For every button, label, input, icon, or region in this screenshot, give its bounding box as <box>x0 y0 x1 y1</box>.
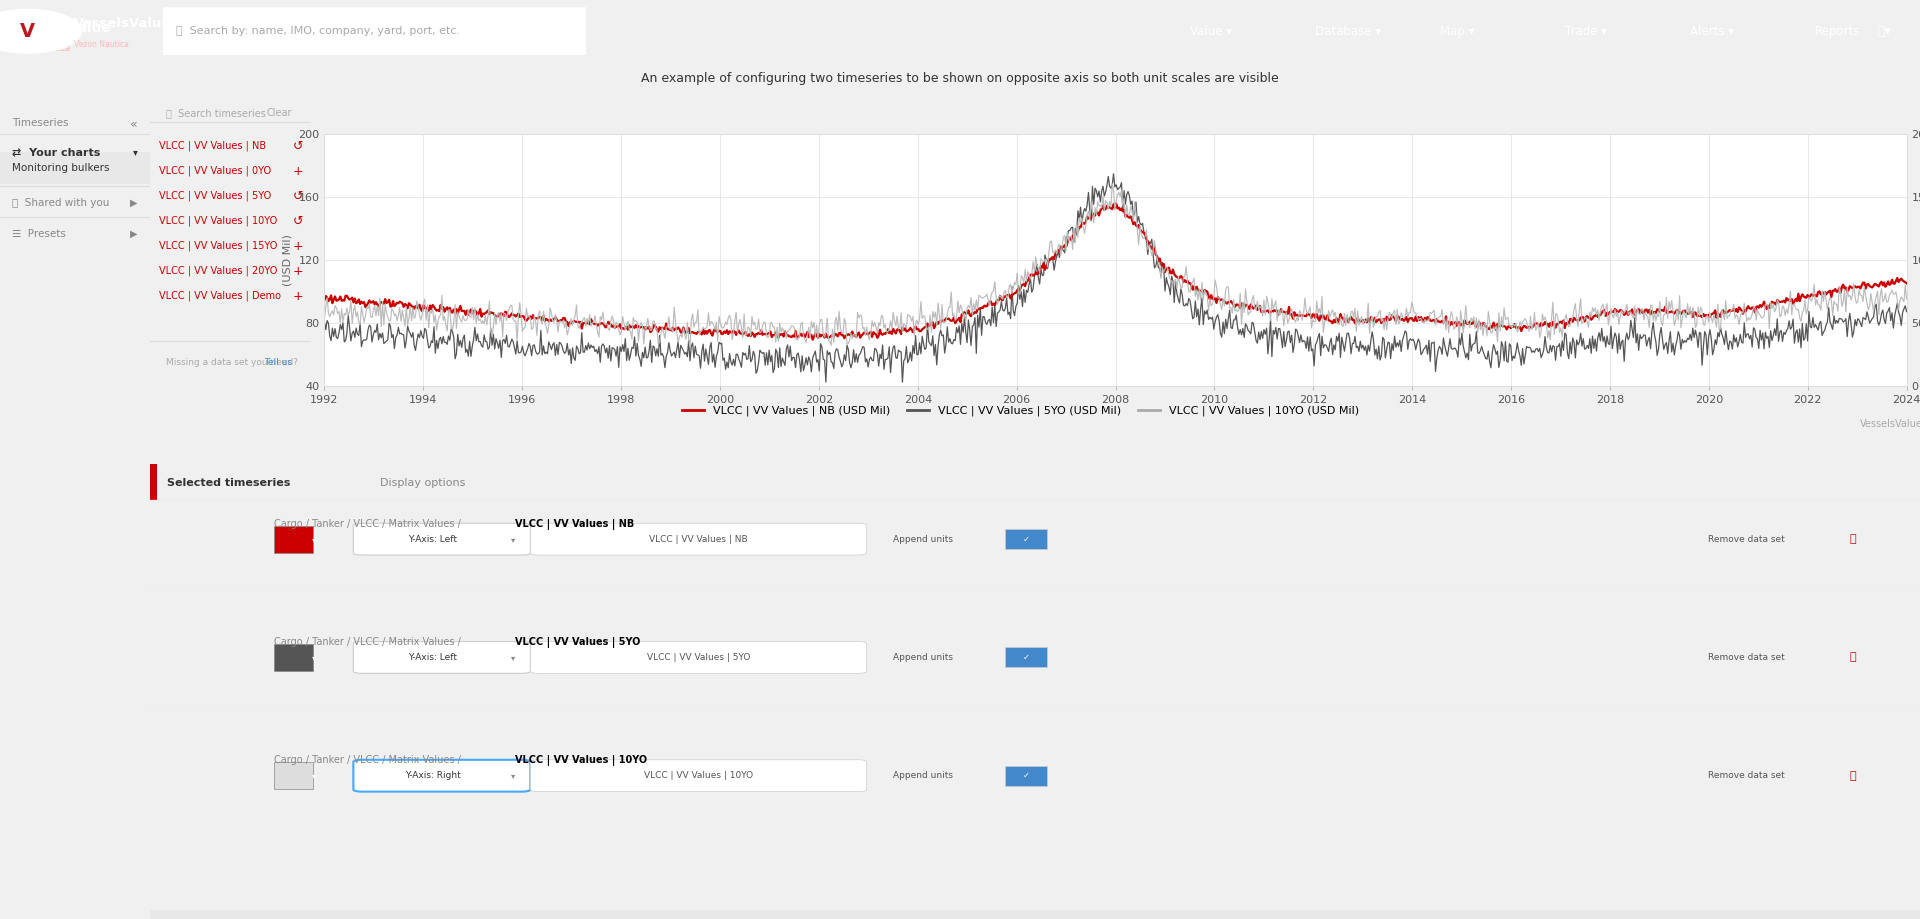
Text: VLCC | VV Values | 10YO: VLCC | VV Values | 10YO <box>643 771 753 780</box>
FancyBboxPatch shape <box>1004 647 1046 667</box>
Text: Clear: Clear <box>267 108 292 119</box>
FancyBboxPatch shape <box>353 641 530 674</box>
Text: +: + <box>292 290 303 303</box>
Text: Y-Axis: Right: Y-Axis: Right <box>405 771 461 780</box>
Text: Timeseries: Timeseries <box>12 118 69 128</box>
Text: 🗑: 🗑 <box>1849 771 1857 781</box>
Text: VesselsValue: VesselsValue <box>1859 419 1920 429</box>
Text: ⇄  Your charts: ⇄ Your charts <box>12 147 100 157</box>
Text: 🔍  Search by: name, IMO, company, yard, port, etc.: 🔍 Search by: name, IMO, company, yard, p… <box>177 27 461 36</box>
FancyBboxPatch shape <box>353 523 530 555</box>
FancyBboxPatch shape <box>530 523 866 555</box>
Text: ▾: ▾ <box>511 771 515 780</box>
Text: Y-Axis: Left: Y-Axis: Left <box>409 535 457 544</box>
Text: VesselsValue: VesselsValue <box>73 17 171 30</box>
Text: VLCC | VV Values | 0YO: VLCC | VV Values | 0YO <box>159 165 271 176</box>
Circle shape <box>0 9 81 53</box>
Text: Cargo / Tanker / VLCC / Matrix Values /: Cargo / Tanker / VLCC / Matrix Values / <box>275 637 463 647</box>
Text: ▾: ▾ <box>313 652 317 662</box>
Bar <box>150 910 1920 919</box>
Legend: VLCC | VV Values | NB (USD Mil), VLCC | VV Values | 5YO (USD Mil), VLCC | VV Val: VLCC | VV Values | NB (USD Mil), VLCC | … <box>678 402 1363 421</box>
Text: Trade ▾: Trade ▾ <box>1565 25 1607 38</box>
Text: Remove data set: Remove data set <box>1707 652 1784 662</box>
Text: «: « <box>131 118 138 130</box>
Text: Cargo / Tanker / VLCC / Matrix Values /: Cargo / Tanker / VLCC / Matrix Values / <box>275 518 463 528</box>
Text: Cargo / Tanker / VLCC / Matrix Values /: Cargo / Tanker / VLCC / Matrix Values / <box>275 755 463 766</box>
Text: Map ▾: Map ▾ <box>1440 25 1475 38</box>
Text: VLCC | VV Values | NB: VLCC | VV Values | NB <box>649 535 749 544</box>
Bar <box>275 644 313 671</box>
Text: +: + <box>292 165 303 178</box>
Text: Remove data set: Remove data set <box>1707 535 1784 544</box>
Text: Append units: Append units <box>893 771 952 780</box>
Text: Y-Axis: Left: Y-Axis: Left <box>409 652 457 662</box>
FancyBboxPatch shape <box>156 6 593 56</box>
FancyBboxPatch shape <box>1004 529 1046 550</box>
Text: ✓: ✓ <box>1023 535 1029 544</box>
Text: Selected timeseries: Selected timeseries <box>167 478 290 488</box>
Text: VLCC | VV Values | 5YO: VLCC | VV Values | 5YO <box>647 652 751 662</box>
Text: An example of configuring two timeseries to be shown on opposite axis so both un: An example of configuring two timeseries… <box>641 72 1279 85</box>
Text: VLCC | VV Values | NB: VLCC | VV Values | NB <box>159 141 267 151</box>
Text: Value ▾: Value ▾ <box>1190 25 1233 38</box>
Text: VLCC | VV Values | 10YO: VLCC | VV Values | 10YO <box>515 755 647 766</box>
Text: ↺: ↺ <box>292 190 303 203</box>
Text: VLCC | VV Values | Demo: VLCC | VV Values | Demo <box>159 290 282 301</box>
Text: +: + <box>292 266 303 278</box>
Text: Alerts ▾: Alerts ▾ <box>1690 25 1734 38</box>
Text: 🗑: 🗑 <box>1849 534 1857 544</box>
Text: VLCC | VV Values | 10YO: VLCC | VV Values | 10YO <box>159 215 278 226</box>
Bar <box>150 464 157 501</box>
Text: VLCC | VV Values | NB: VLCC | VV Values | NB <box>515 518 636 529</box>
Text: V: V <box>19 22 35 40</box>
Text: VLCC | VV Values | 5YO: VLCC | VV Values | 5YO <box>515 637 641 648</box>
Text: 🗑: 🗑 <box>1849 652 1857 663</box>
Text: ▶: ▶ <box>131 229 138 239</box>
Text: ▾: ▾ <box>511 535 515 544</box>
Text: 👤▾: 👤▾ <box>1878 25 1891 38</box>
Text: VesselsValue: VesselsValue <box>10 21 111 35</box>
Text: VLCC | VV Values | 5YO: VLCC | VV Values | 5YO <box>159 190 273 201</box>
Text: +: + <box>292 241 303 254</box>
Text: Monitoring bulkers: Monitoring bulkers <box>12 164 109 173</box>
Text: ✓: ✓ <box>1023 771 1029 780</box>
Text: ↺: ↺ <box>292 215 303 229</box>
Bar <box>275 526 313 553</box>
Text: Database ▾: Database ▾ <box>1315 25 1380 38</box>
Text: 🔍  Search timeseries: 🔍 Search timeseries <box>165 108 265 119</box>
Text: Append units: Append units <box>893 652 952 662</box>
Text: ✓: ✓ <box>1023 652 1029 662</box>
Text: Vezon Nautica: Vezon Nautica <box>73 40 129 50</box>
Text: Append units: Append units <box>893 535 952 544</box>
Text: ▾: ▾ <box>511 652 515 662</box>
Y-axis label: (USD Mil): (USD Mil) <box>282 234 294 286</box>
Text: ☰  Presets: ☰ Presets <box>12 229 65 239</box>
Bar <box>275 762 313 789</box>
Text: ▾: ▾ <box>132 147 138 157</box>
Text: Reports: Reports <box>1814 25 1860 38</box>
FancyBboxPatch shape <box>0 153 150 184</box>
Text: Missing a data set you need?: Missing a data set you need? <box>165 358 298 368</box>
Text: VLCC | VV Values | 20YO: VLCC | VV Values | 20YO <box>159 266 278 276</box>
Text: Tell us: Tell us <box>263 358 292 368</box>
Text: Vezon Nautica: Vezon Nautica <box>10 44 69 53</box>
Text: ▾: ▾ <box>313 535 317 544</box>
FancyBboxPatch shape <box>530 760 866 791</box>
Text: ▾: ▾ <box>313 771 317 780</box>
Text: 👁  Shared with you: 👁 Shared with you <box>12 198 109 208</box>
Text: Remove data set: Remove data set <box>1707 771 1784 780</box>
Text: ▶: ▶ <box>131 198 138 208</box>
FancyBboxPatch shape <box>530 641 866 674</box>
Text: Display options: Display options <box>380 478 465 488</box>
Text: VLCC | VV Values | 15YO: VLCC | VV Values | 15YO <box>159 241 278 251</box>
Text: ↺: ↺ <box>292 141 303 153</box>
FancyBboxPatch shape <box>353 760 530 791</box>
FancyBboxPatch shape <box>1004 766 1046 786</box>
